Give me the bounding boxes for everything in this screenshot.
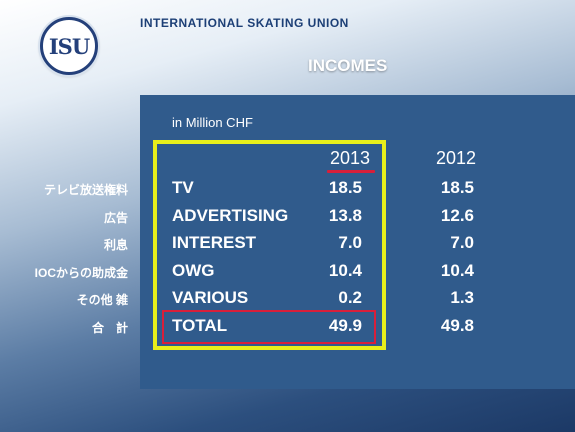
row-label-jp: 利息 (103, 238, 128, 252)
table-row-advertising: 広告 ADVERTISING 13.8 12.6 (0, 205, 575, 229)
value-2012: 1.3 (450, 288, 474, 307)
row-label-jp: IOCからの助成金 (34, 266, 128, 280)
unit-label: in Million CHF (172, 115, 253, 130)
value-2012: 12.6 (440, 206, 474, 225)
row-label: TV (172, 178, 194, 197)
value-2012: 49.8 (440, 316, 474, 335)
total-highlight-box (162, 310, 376, 344)
row-label-jp: 広告 (103, 211, 128, 225)
value-2013: 10.4 (328, 261, 362, 280)
table-panel (140, 95, 575, 389)
value-2012: 7.0 (450, 233, 474, 252)
row-label-jp: テレビ放送権料 (43, 183, 128, 197)
year-2013-underline (327, 170, 375, 173)
table-row-tv: テレビ放送権料 TV 18.5 18.5 (0, 177, 575, 201)
row-label: ADVERTISING (172, 206, 289, 225)
value-2013: 13.8 (328, 206, 362, 225)
value-2012: 18.5 (440, 178, 474, 197)
isu-logo: ISU (40, 17, 98, 75)
year-header-2012: 2012 (436, 148, 477, 168)
table-row-owg: IOCからの助成金 OWG 10.4 10.4 (0, 260, 575, 284)
highlight-2013-box (153, 140, 386, 350)
row-label-jp: その他 雑 (76, 293, 128, 307)
year-header-2013: 2013 (330, 148, 371, 168)
row-label: INTEREST (172, 233, 257, 252)
organization-name: INTERNATIONAL SKATING UNION (140, 16, 349, 30)
value-2013: 18.5 (328, 178, 362, 197)
value-2012: 10.4 (440, 261, 474, 280)
row-label: TOTAL (172, 316, 228, 335)
table-row-total: 合 計 TOTAL 49.9 49.8 (0, 315, 575, 339)
table-row-interest: 利息 INTEREST 7.0 7.0 (0, 232, 575, 256)
table-row-various: その他 雑 VARIOUS 0.2 1.3 (0, 287, 575, 311)
slide-title: INCOMES (308, 56, 388, 75)
value-2013: 49.9 (328, 316, 362, 335)
value-2013: 7.0 (338, 233, 362, 252)
row-label-jp: 合 計 (91, 321, 128, 335)
row-label: OWG (172, 261, 215, 280)
logo-text: ISU (48, 33, 90, 59)
row-label: VARIOUS (172, 288, 249, 307)
value-2013: 0.2 (338, 288, 362, 307)
